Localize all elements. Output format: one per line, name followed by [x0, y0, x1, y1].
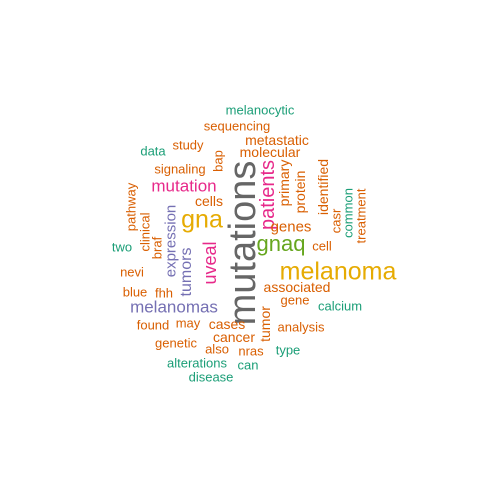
word-cases: cases [208, 316, 246, 332]
word-also: also [205, 341, 229, 357]
word-bap: bap [210, 150, 226, 172]
word-alterations: alterations [167, 355, 227, 371]
word-melanocytic: melanocytic [225, 102, 295, 118]
word-treatment: treatment [353, 188, 369, 244]
word-disease: disease [188, 369, 234, 385]
word-calcium: calcium [317, 298, 363, 314]
word-study: study [172, 137, 204, 153]
word-gnaq: gnaq [256, 231, 306, 256]
word-uveal: uveal [200, 241, 220, 285]
word-data: data [140, 143, 166, 159]
word-tumors: tumors [178, 247, 195, 297]
word-fhh: fhh [154, 285, 174, 301]
word-cell: cell [312, 238, 332, 254]
word-two: two [111, 239, 133, 255]
word-genetic: genetic [155, 335, 197, 351]
word-can: can [237, 357, 259, 373]
word-identified: identified [315, 158, 331, 216]
word-gna: gna [181, 205, 223, 234]
word-molecular: molecular [239, 144, 301, 160]
word-analysis: analysis [277, 319, 325, 335]
word-pathway: pathway [123, 182, 139, 232]
word-genes: genes [270, 218, 312, 236]
word-metastatic: metastatic [245, 132, 309, 148]
word-sequencing: sequencing [203, 118, 271, 134]
word-cells: cells [194, 193, 224, 209]
word-primary: primary [276, 159, 292, 207]
word-nevi: nevi [120, 264, 144, 280]
word-mutation: mutation [151, 176, 217, 196]
word-protein: protein [292, 170, 308, 214]
word-signaling: signaling [154, 161, 206, 177]
word-melanoma: melanoma [279, 257, 397, 286]
word-type: type [275, 342, 301, 358]
word-may: may [175, 315, 201, 331]
word-tumor: tumor [257, 306, 273, 342]
word-associated: associated [263, 279, 331, 295]
word-nras: nras [238, 343, 264, 359]
word-found: found [136, 317, 170, 333]
word-cancer: cancer [212, 329, 256, 345]
word-braf: braf [149, 236, 165, 260]
word-gene: gene [280, 292, 310, 308]
word-melanomas: melanomas [130, 297, 218, 317]
word-expression: expression [162, 204, 180, 278]
word-blue: blue [122, 284, 148, 300]
